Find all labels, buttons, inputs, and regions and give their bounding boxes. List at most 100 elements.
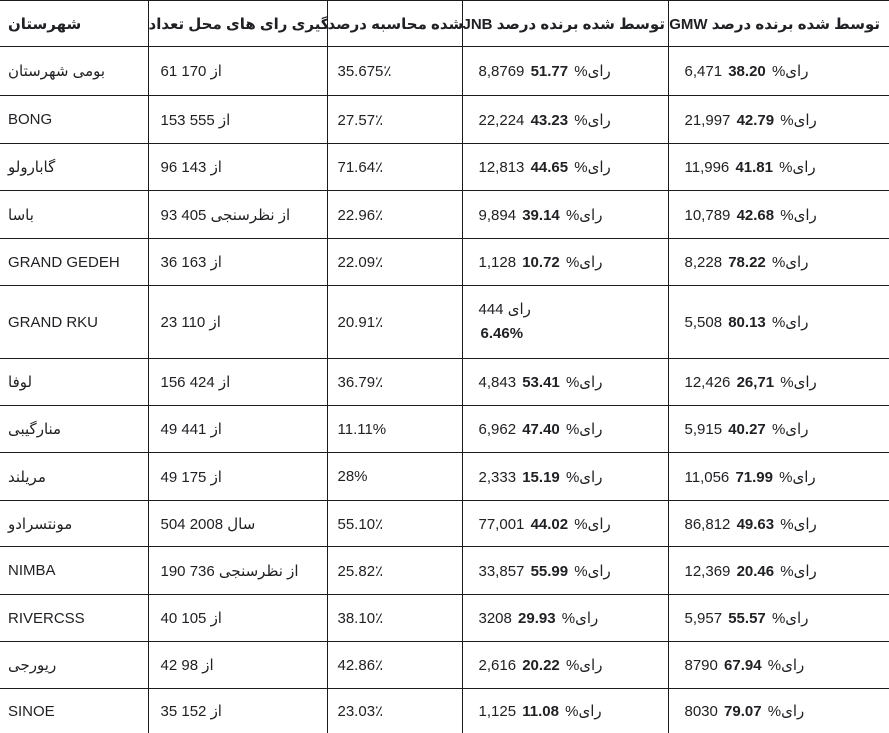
table-row: گابارولو 96 143 از 71.64٪ 12,813 44.65 %… (0, 143, 889, 191)
text-token: 8,8769 (478, 63, 525, 80)
vote-label: %رای (574, 563, 611, 580)
cell-polling: 156 424 از (147, 358, 328, 406)
cell-polling: 93 405 نظرسنجی از (147, 190, 328, 239)
vote-count: 9,894 (479, 207, 517, 224)
text-token: GRAND (8, 313, 63, 331)
text-token: از (202, 657, 214, 674)
cell-polling: 49 441 از (147, 405, 328, 453)
text-token: 1,128 (478, 254, 517, 271)
vote-percent: 26,71 (737, 374, 775, 391)
text-token: 29.93 (518, 610, 556, 627)
text-token: از (210, 610, 222, 627)
vote-count: 22,224 (479, 112, 525, 129)
cell-computed-percent: 11.11% (326, 405, 463, 453)
text-token: 190 (160, 562, 186, 580)
text-token: %رای (565, 421, 603, 438)
vote-label: %رای (772, 63, 809, 80)
text-token: لوفا (8, 374, 33, 391)
text-token: 51.77 (530, 63, 569, 80)
text-token: محل (188, 15, 222, 33)
vote-count: 12,426 (685, 374, 731, 391)
cell-jnb-result: 1,125 11.08 %رای (461, 688, 669, 733)
table-row: ریورجی 42 98 از 42.86٪ 2,616 20.22 %رای … (0, 641, 889, 689)
text-token: 53.41 (522, 374, 560, 391)
text-token: 26,71 (736, 374, 775, 391)
text-token: 38.20 (728, 63, 766, 80)
vote-label: %رای (772, 421, 809, 438)
text-token: گابارولو (8, 159, 56, 176)
cell-computed-percent: 28% (326, 452, 463, 501)
text-token: باسا (8, 206, 34, 224)
cell-jnb-result: 33,857 55.99 %رای (461, 546, 669, 595)
cell-gmw-result: 8790 67.94 %رای (667, 641, 889, 689)
vote-percent: 39.14 (522, 207, 560, 224)
text-token: NIMBA (8, 562, 56, 579)
vote-count: 77,001 (479, 516, 525, 533)
cell-gmw-result: 12,369 20.46 %رای (667, 546, 889, 595)
vote-label: %رای (566, 254, 603, 271)
cell-jnb-result: 12,813 44.65 %رای (461, 143, 669, 191)
text-token: 42.86٪ (337, 657, 384, 674)
vote-count: 12,369 (685, 563, 731, 580)
text-token: 6,471 (684, 63, 723, 80)
vote-count: 8,228 (685, 254, 723, 271)
vote-count: 5,957 (685, 610, 723, 627)
text-token: %رای (780, 562, 817, 580)
vote-count: 444 (479, 301, 504, 318)
text-token: 143 (181, 159, 207, 176)
text-token: 11,996 (684, 159, 730, 176)
text-token: شهرستان (8, 63, 69, 80)
vote-label: %رای (780, 563, 817, 580)
text-token: 10.72 (522, 254, 560, 271)
text-token: 42.68 (736, 206, 775, 224)
text-token: 20.22 (522, 657, 560, 674)
text-token: 42.79 (736, 111, 775, 129)
cell-polling: 35 152 از (147, 688, 328, 733)
text-token: 21,997 (684, 111, 731, 129)
text-token: RIVERCSS (8, 609, 85, 627)
cell-county: لوفا (0, 358, 149, 406)
text-token: 55.10٪ (337, 515, 384, 533)
text-token: درصد (327, 15, 367, 33)
text-token: %رای (574, 159, 611, 176)
cell-polling: 504 2008 سال (147, 500, 328, 547)
cell-computed-percent: 20.91٪ (326, 285, 463, 359)
vote-count: 5,508 (685, 314, 723, 331)
text-token: 5,915 (684, 421, 723, 438)
text-token: برنده (755, 15, 794, 33)
text-token: 44.65 (530, 159, 569, 176)
text-token: 22.09٪ (337, 254, 384, 271)
cell-polling: 61 170 از (147, 46, 328, 96)
text-token: 6,962 (478, 421, 517, 438)
vote-percent: 20.22 (522, 657, 560, 674)
text-token: 35.675٪ (337, 63, 392, 80)
text-token: 424 (189, 374, 215, 391)
text-token: 27.57٪ (337, 111, 384, 129)
text-token: 441 (181, 421, 207, 438)
text-token: شهرستان (8, 15, 82, 33)
vote-label: %رای (779, 159, 816, 176)
text-token: 6.46% (480, 325, 524, 342)
text-token: 49.63 (736, 515, 775, 533)
text-token: برنده (540, 15, 579, 33)
text-token: 405 (181, 206, 207, 224)
cell-polling: 36 163 از (147, 238, 328, 286)
text-token: RKU (66, 313, 99, 331)
text-token: از (287, 562, 299, 580)
text-token: %رای (767, 657, 805, 674)
vote-percent: 40.27 (728, 421, 766, 438)
vote-label: %رای (566, 207, 603, 224)
vote-percent: 20.46 (737, 563, 775, 580)
text-token: %رای (771, 63, 809, 80)
text-token: سال (227, 515, 256, 533)
vote-count: 3208 (479, 610, 512, 627)
text-token: 12,813 (478, 159, 525, 176)
cell-county: RIVERCSS (0, 594, 149, 642)
vote-percent: 42.68 (737, 207, 775, 224)
text-token: از (210, 421, 222, 438)
text-token: 175 (181, 468, 207, 486)
vote-label: %رای (772, 254, 809, 271)
table-row: SINOE 35 152 از 23.03٪ 1,125 11.08 %رای … (0, 688, 889, 733)
cell-jnb-result: 77,001 44.02 %رای (461, 500, 669, 547)
